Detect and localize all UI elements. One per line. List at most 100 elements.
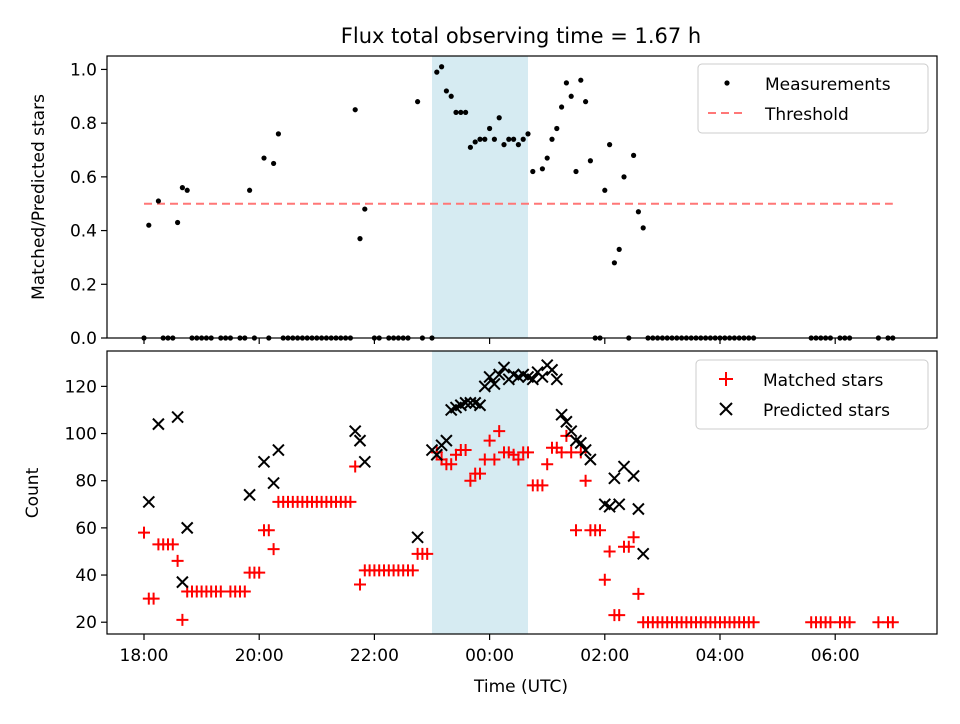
- matched-point: [747, 616, 760, 629]
- top-y-axis-label: Matched/Predicted stars: [29, 94, 49, 300]
- predicted-point: [560, 415, 573, 428]
- measurement-point: [482, 136, 488, 142]
- measurement-point: [448, 93, 454, 99]
- predicted-point: [545, 363, 559, 377]
- matched-point: [632, 587, 645, 600]
- predicted-point: [526, 373, 540, 386]
- predicted-legend-marker: [719, 402, 733, 416]
- matched-point: [344, 495, 357, 508]
- measurement-point: [179, 185, 185, 191]
- predicted-point: [488, 377, 501, 391]
- top-y-tick-label: 0.6: [70, 168, 97, 188]
- measurement-point: [640, 225, 646, 231]
- predicted-points: [142, 358, 650, 589]
- matched-point: [421, 547, 434, 560]
- measurement-point: [275, 131, 281, 137]
- measurement-point: [544, 155, 550, 161]
- predicted-point: [459, 396, 472, 410]
- measurement-point: [510, 136, 517, 142]
- predicted-point: [550, 373, 564, 386]
- measurement-point: [463, 109, 469, 115]
- predicted-legend-label: Predicted stars: [763, 401, 890, 421]
- top-legend-box: [697, 63, 929, 134]
- measurement-point: [515, 142, 522, 148]
- matched-point: [522, 446, 534, 459]
- predicted-point: [497, 361, 511, 374]
- predicted-point: [353, 434, 367, 447]
- matched-point: [598, 573, 611, 586]
- top-y-tick-label: 0.0: [70, 329, 97, 349]
- bottom-panel: 20 40 60 80 100 120 Count Matched stars Predi…: [23, 350, 938, 635]
- top-plot-frame: [106, 55, 938, 339]
- top-axes: 0.0 0.2 0.4 0.6 0.8 1.0: [70, 60, 107, 349]
- predicted-point: [464, 396, 477, 410]
- matched-point: [886, 616, 899, 629]
- measurement-point: [554, 125, 560, 132]
- top-y-tick-label: 0.2: [70, 275, 97, 295]
- predicted-point: [617, 460, 631, 473]
- predicted-point: [142, 495, 156, 509]
- measurement-point: [583, 99, 589, 105]
- measurement-point: [631, 152, 637, 158]
- top-y-tick-label: 0.4: [70, 222, 97, 242]
- measurement-point: [434, 69, 440, 75]
- measurement-point: [607, 142, 613, 148]
- measurement-point: [501, 142, 507, 148]
- bottom-y-tick-label: 120: [65, 377, 97, 397]
- matched-points: [138, 425, 899, 629]
- matched-point: [613, 609, 626, 622]
- measurement-point: [472, 139, 478, 145]
- measurement-point: [439, 64, 445, 70]
- matched-point: [483, 434, 496, 447]
- measurement-point: [415, 99, 421, 105]
- bottom-axes: 20 40 60 80 100 120: [65, 377, 107, 633]
- predicted-point: [257, 455, 271, 469]
- measurement-point: [578, 77, 584, 83]
- measurement-point: [247, 187, 253, 193]
- matched-point: [464, 474, 477, 487]
- matched-point: [541, 458, 554, 471]
- matched-point: [603, 545, 616, 558]
- matched-point: [488, 453, 501, 466]
- measurement-point: [525, 131, 531, 137]
- measurement-point: [616, 246, 622, 252]
- predicted-point: [171, 410, 184, 424]
- matched-point: [445, 458, 458, 471]
- matched-point: [579, 474, 592, 487]
- matched-point: [570, 524, 582, 537]
- matched-point: [262, 524, 275, 537]
- top-highlight-span: [432, 56, 528, 338]
- measurement-point: [549, 136, 555, 142]
- matched-point: [474, 467, 486, 480]
- top-panel: 0.0 0.2 0.4 0.6 0.8 1.0 Matched/Predicted sta…: [29, 55, 938, 349]
- matched-point: [147, 592, 160, 605]
- predicted-point: [574, 436, 588, 450]
- bottom-y-tick-label: 40: [75, 566, 97, 586]
- matched-legend-marker: [719, 372, 733, 386]
- top-y-tick-label: 1.0: [70, 60, 97, 80]
- x-tick-label: 06:00: [811, 646, 860, 666]
- measurement-point: [491, 136, 497, 142]
- measurement-point: [467, 144, 473, 150]
- measurement-point: [568, 93, 574, 99]
- predicted-point: [627, 469, 640, 483]
- bottom-y-tick-label: 20: [75, 613, 97, 633]
- matched-point: [171, 554, 184, 567]
- bottom-legend-box: [695, 359, 929, 430]
- measurements-legend-label: Measurements: [765, 75, 891, 95]
- top-y-tick-label: 0.8: [70, 114, 97, 134]
- measurement-point: [539, 166, 546, 172]
- predicted-point: [348, 424, 362, 438]
- x-tick-label: 02:00: [580, 646, 629, 666]
- matched-point: [430, 446, 443, 459]
- measurement-point: [587, 158, 594, 164]
- measurement-point: [559, 104, 565, 110]
- x-axis-label: Time (UTC): [473, 677, 568, 697]
- predicted-point: [180, 521, 194, 535]
- matched-point: [354, 578, 366, 591]
- x-tick-label: 20:00: [235, 646, 284, 666]
- matched-point: [176, 613, 189, 626]
- bottom-y-tick-label: 60: [75, 519, 97, 539]
- matched-point: [459, 444, 472, 457]
- predicted-point: [176, 575, 189, 589]
